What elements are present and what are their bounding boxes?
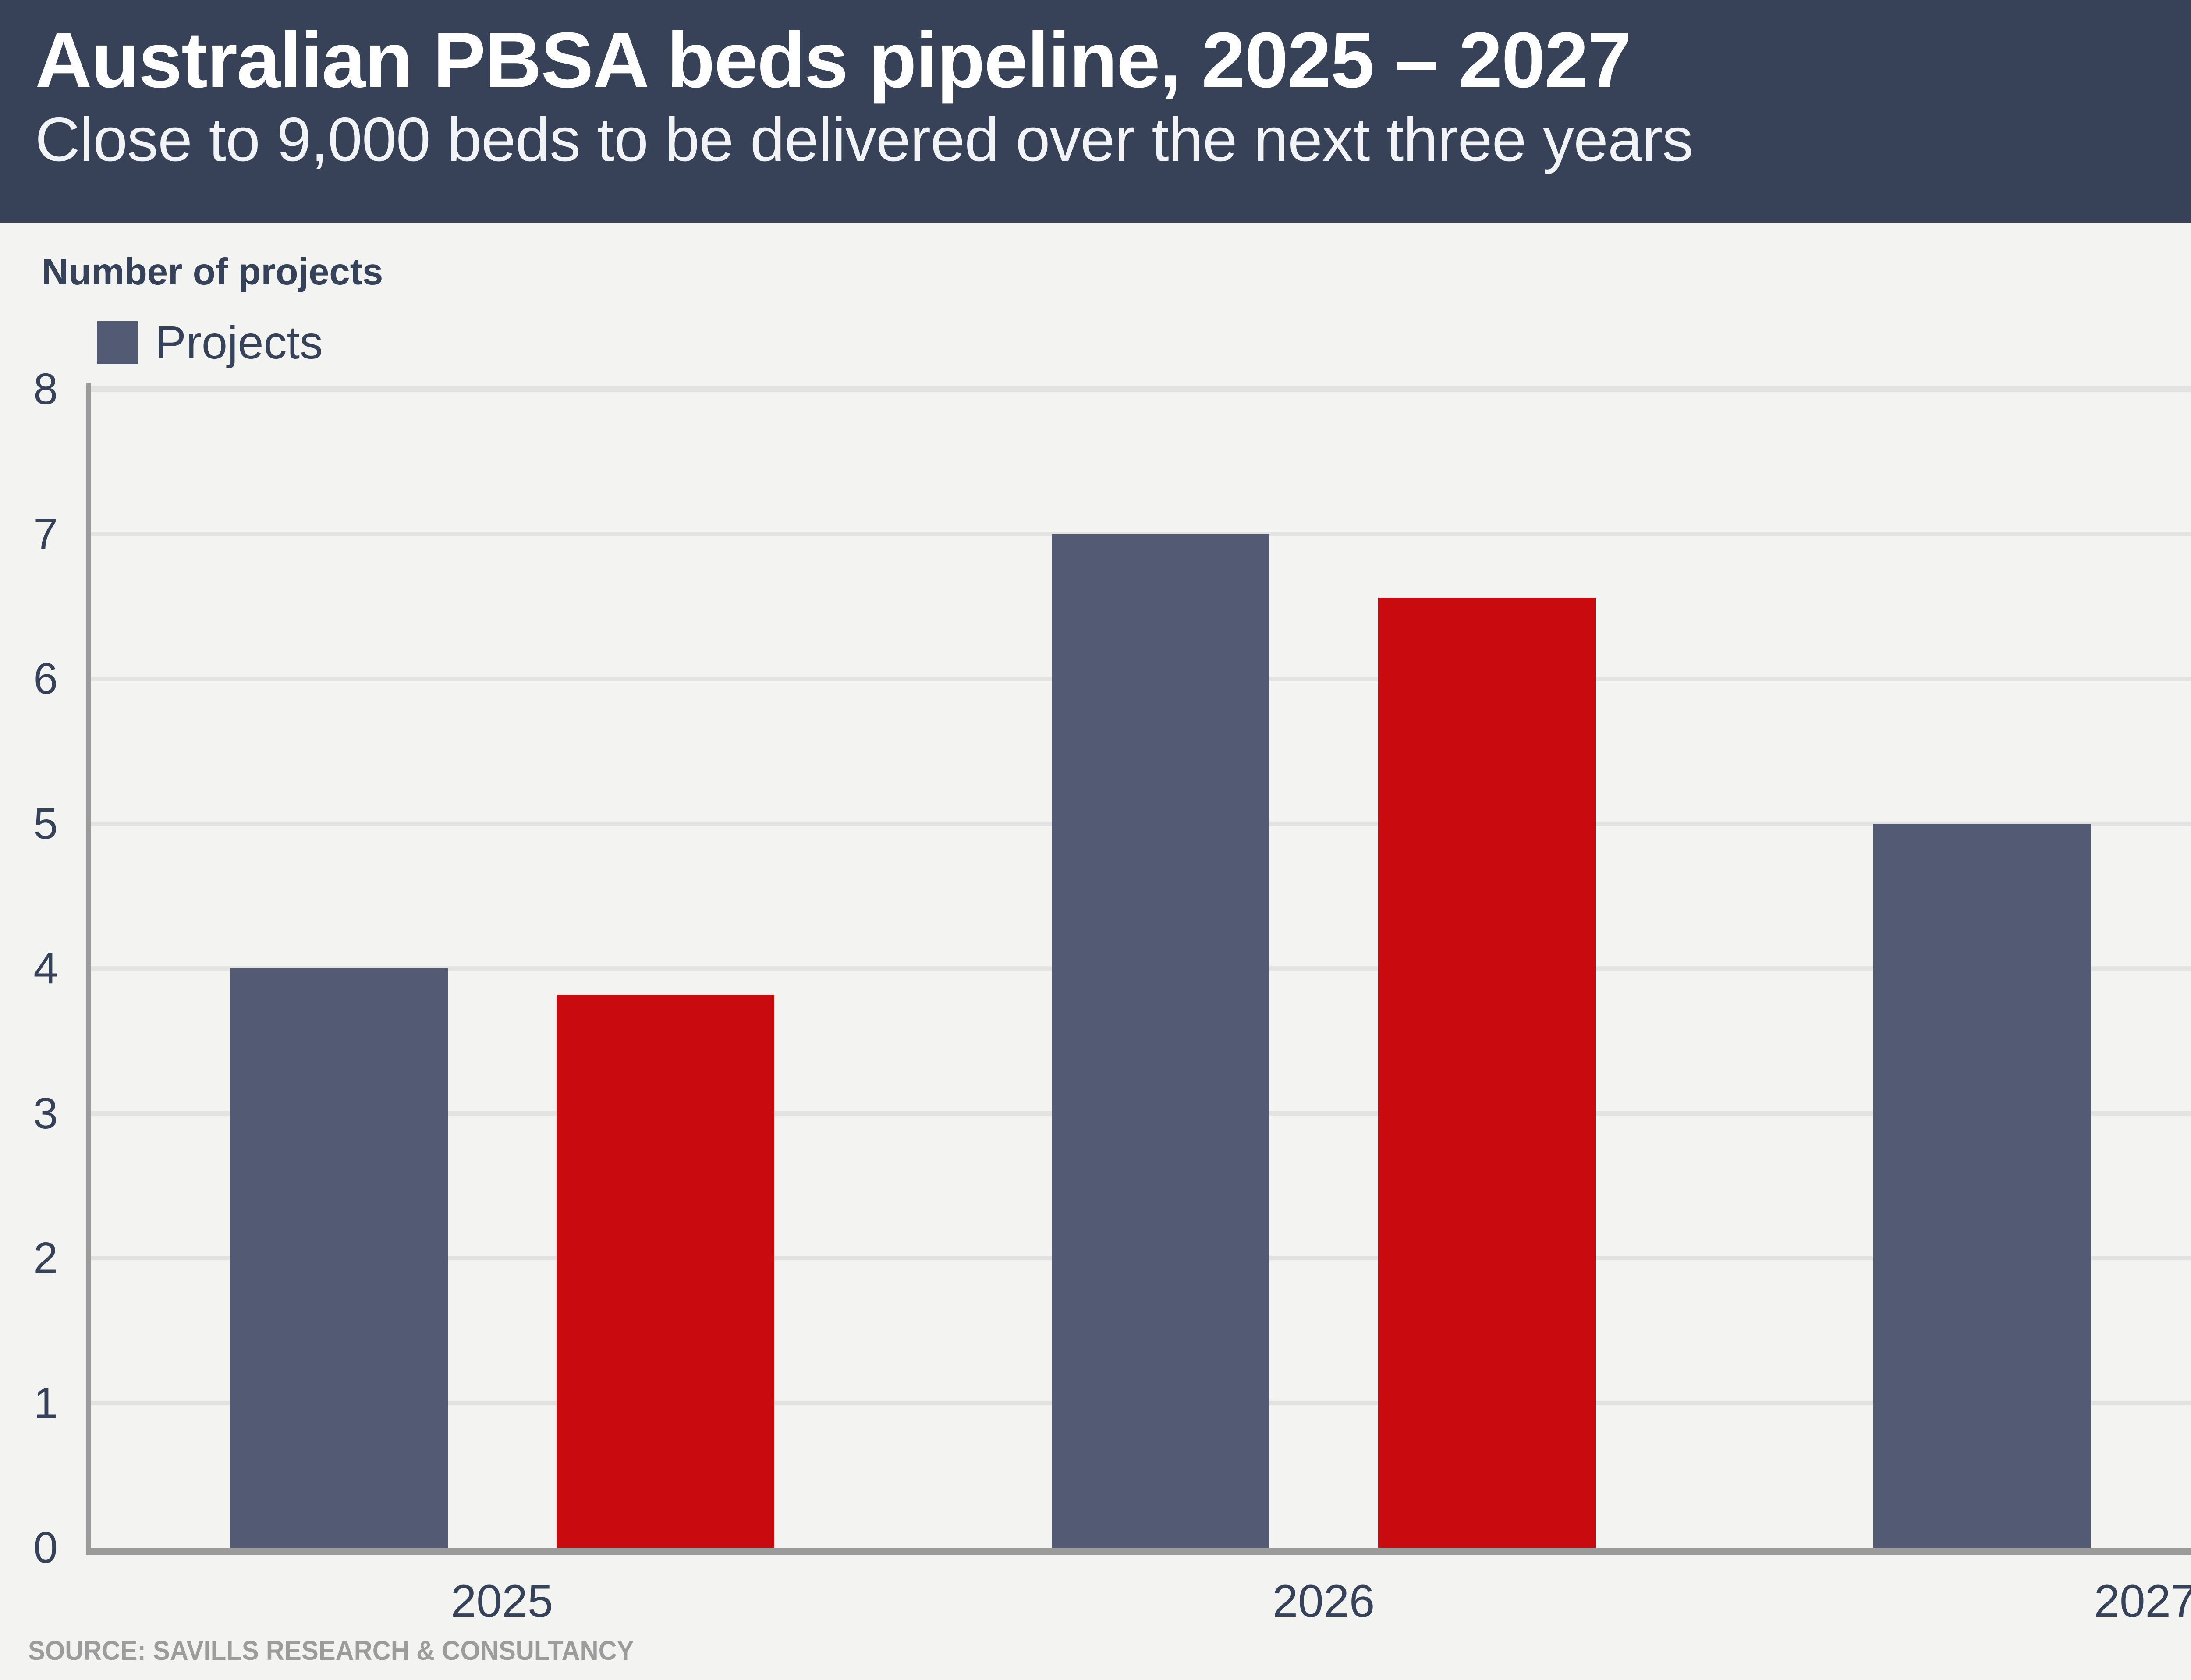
bar-beds-2026 [1378, 597, 1596, 1548]
x-tick-label-2027: 2027 [2094, 1576, 2191, 1627]
gridline [91, 386, 2191, 392]
bar-group-2026 [913, 389, 1734, 1548]
bar-projects-2027 [1873, 823, 2091, 1548]
chart-header: Australian PBSA beds pipeline, 2025 – 20… [0, 0, 2191, 223]
chart-subtitle: Close to 9,000 beds to be delivered over… [35, 105, 1693, 175]
plot-area [91, 386, 2191, 1548]
y-tick-label: 7 [33, 509, 58, 559]
bar-projects-2025 [230, 968, 448, 1548]
y-tick-label: 6 [33, 654, 58, 703]
left-axis-title: Number of projects [42, 251, 383, 293]
projects-legend-label: Projects [155, 317, 323, 369]
source-note: SOURCE: SAVILLS RESEARCH & CONSULTANCY [28, 1636, 634, 1666]
projects-legend-swatch [97, 321, 138, 364]
y-tick-label: 3 [33, 1088, 58, 1138]
left-axis-line [86, 383, 91, 1554]
y-tick-label: 2 [33, 1233, 58, 1283]
chart-title: Australian PBSA beds pipeline, 2025 – 20… [35, 16, 1631, 104]
x-tick-label-2025: 2025 [450, 1576, 553, 1627]
y-tick-label: 0 [33, 1523, 58, 1572]
bar-group-2025 [91, 389, 913, 1548]
bar-projects-2026 [1051, 534, 1269, 1548]
y-tick-label: 1 [33, 1378, 58, 1428]
y-tick-label: 4 [33, 944, 58, 993]
x-axis-line [86, 1548, 2191, 1555]
y-tick-label: 8 [33, 365, 58, 414]
y-tick-label: 5 [33, 799, 58, 848]
bar-group-2027 [1734, 389, 2191, 1548]
x-tick-label-2026: 2026 [1272, 1576, 1375, 1627]
legend-projects: Projects [97, 317, 323, 369]
bar-beds-2025 [556, 994, 774, 1548]
left-axis-ticks: 8 7 6 5 4 3 2 1 0 [0, 0, 58, 1680]
